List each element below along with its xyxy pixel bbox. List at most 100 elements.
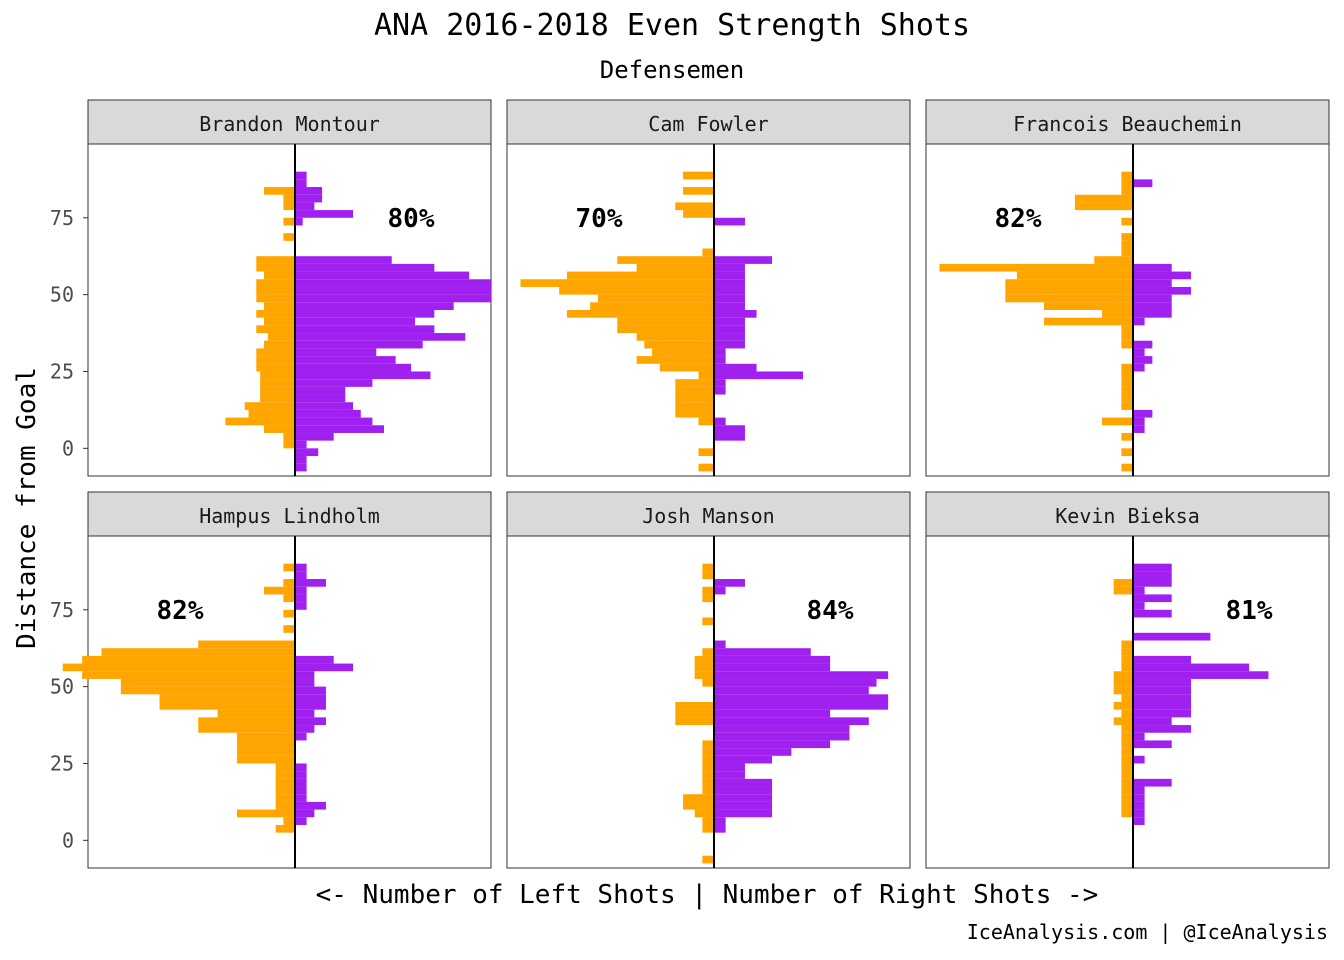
right-shot-bar [1133,571,1172,580]
right-shot-bar [1133,286,1192,295]
right-shot-bar [714,371,804,380]
left-shot-bar [698,463,714,472]
left-shot-bar [275,794,295,802]
right-shot-bar [295,432,334,441]
left-shot-bar [636,356,714,364]
right-shot-bar [1133,694,1192,702]
left-shot-bar [260,379,295,387]
left-shot-bar [1121,771,1133,779]
left-shot-bar [1121,333,1133,341]
footer-credit: IceAnalysis.com | @IceAnalysis [966,920,1328,944]
right-shot-bar [714,333,745,341]
left-shot-bar [256,294,295,303]
percent-label: 81% [1226,596,1273,626]
right-shot-bar [1133,263,1172,272]
left-shot-bar [566,310,714,318]
right-shot-bar [714,771,745,779]
right-shot-bar [295,594,307,603]
facet-label: Kevin Bieksa [1055,504,1200,528]
left-shot-bar [1121,786,1133,795]
right-shot-bar [295,709,315,718]
left-shot-bar [1113,678,1133,687]
right-shot-bar [295,732,307,741]
left-shot-bar [702,617,714,626]
right-shot-bar [714,302,745,310]
facet-label: Cam Fowler [648,112,768,136]
right-shot-bar [295,294,491,303]
left-shot-bar [702,648,714,656]
left-shot-bar [275,771,295,779]
right-shot-bar [714,340,745,349]
y-tick-label: 25 [50,751,74,775]
left-shot-bar [675,409,714,418]
left-shot-bar [256,286,295,295]
facet-strip [506,491,911,537]
right-shot-bar [714,271,745,280]
left-shot-bar [159,702,295,710]
left-shot-bar [1121,755,1133,764]
left-shot-bar [82,655,296,664]
left-shot-bar [260,371,295,380]
right-shot-bar [295,263,435,272]
left-shot-bar [1005,279,1133,287]
left-shot-bar [675,202,714,211]
left-shot-bar [1113,686,1133,695]
right-shot-bar [295,801,326,810]
right-shot-bar [1133,686,1192,695]
left-shot-bar [1121,325,1133,334]
left-shot-bar [236,809,295,818]
facet-strip [925,491,1330,537]
right-shot-bar [295,425,385,433]
right-shot-bar [295,686,326,695]
left-shot-bar [283,202,295,211]
left-shot-bar [1043,302,1133,310]
right-shot-bar [714,279,745,287]
right-shot-bar [1133,594,1172,603]
left-shot-bar [1121,248,1133,257]
left-shot-bar [264,586,295,595]
left-shot-bar [1121,240,1133,249]
right-shot-bar [1133,817,1145,825]
left-shot-bar [1121,340,1133,349]
left-shot-bar [256,263,295,272]
left-shot-bar [1102,310,1133,318]
right-shot-bar [714,386,726,395]
right-shot-bar [1133,702,1192,710]
left-shot-bar [652,348,714,357]
chart-subtitle: Defensemen [599,56,745,84]
left-shot-bar [244,402,295,410]
left-shot-bar [1121,379,1133,387]
left-shot-bar [256,310,295,318]
left-shot-bar [264,271,295,280]
left-shot-bar [1113,717,1133,726]
y-axis-label: Distance from Goal [12,367,42,649]
left-shot-bar [659,363,714,372]
percent-label: 82% [995,204,1042,234]
right-shot-bar [714,417,726,426]
left-shot-bar [702,740,714,749]
right-shot-bar [714,648,811,656]
left-shot-bar [636,263,714,272]
right-shot-bar [1133,755,1145,764]
left-shot-bar [702,778,714,787]
left-shot-bar [683,801,714,810]
right-shot-bar [1133,310,1172,318]
left-shot-bar [702,563,714,572]
left-shot-bar [1074,194,1133,203]
right-shot-bar [1133,179,1153,188]
y-tick-label: 50 [50,283,74,307]
left-shot-bar [248,409,295,418]
right-shot-bar [295,794,307,802]
right-shot-bar [295,333,466,341]
left-shot-bar [1121,709,1133,718]
right-shot-bar [295,663,354,672]
left-shot-bar [675,402,714,410]
left-shot-bar [1121,725,1133,733]
left-shot-bar [1121,648,1133,656]
percent-label: 80% [388,204,435,234]
left-shot-bar [1016,271,1133,280]
left-shot-bar [702,678,714,687]
left-shot-bar [644,340,714,349]
left-shot-bar [283,625,295,633]
right-shot-bar [295,817,307,825]
